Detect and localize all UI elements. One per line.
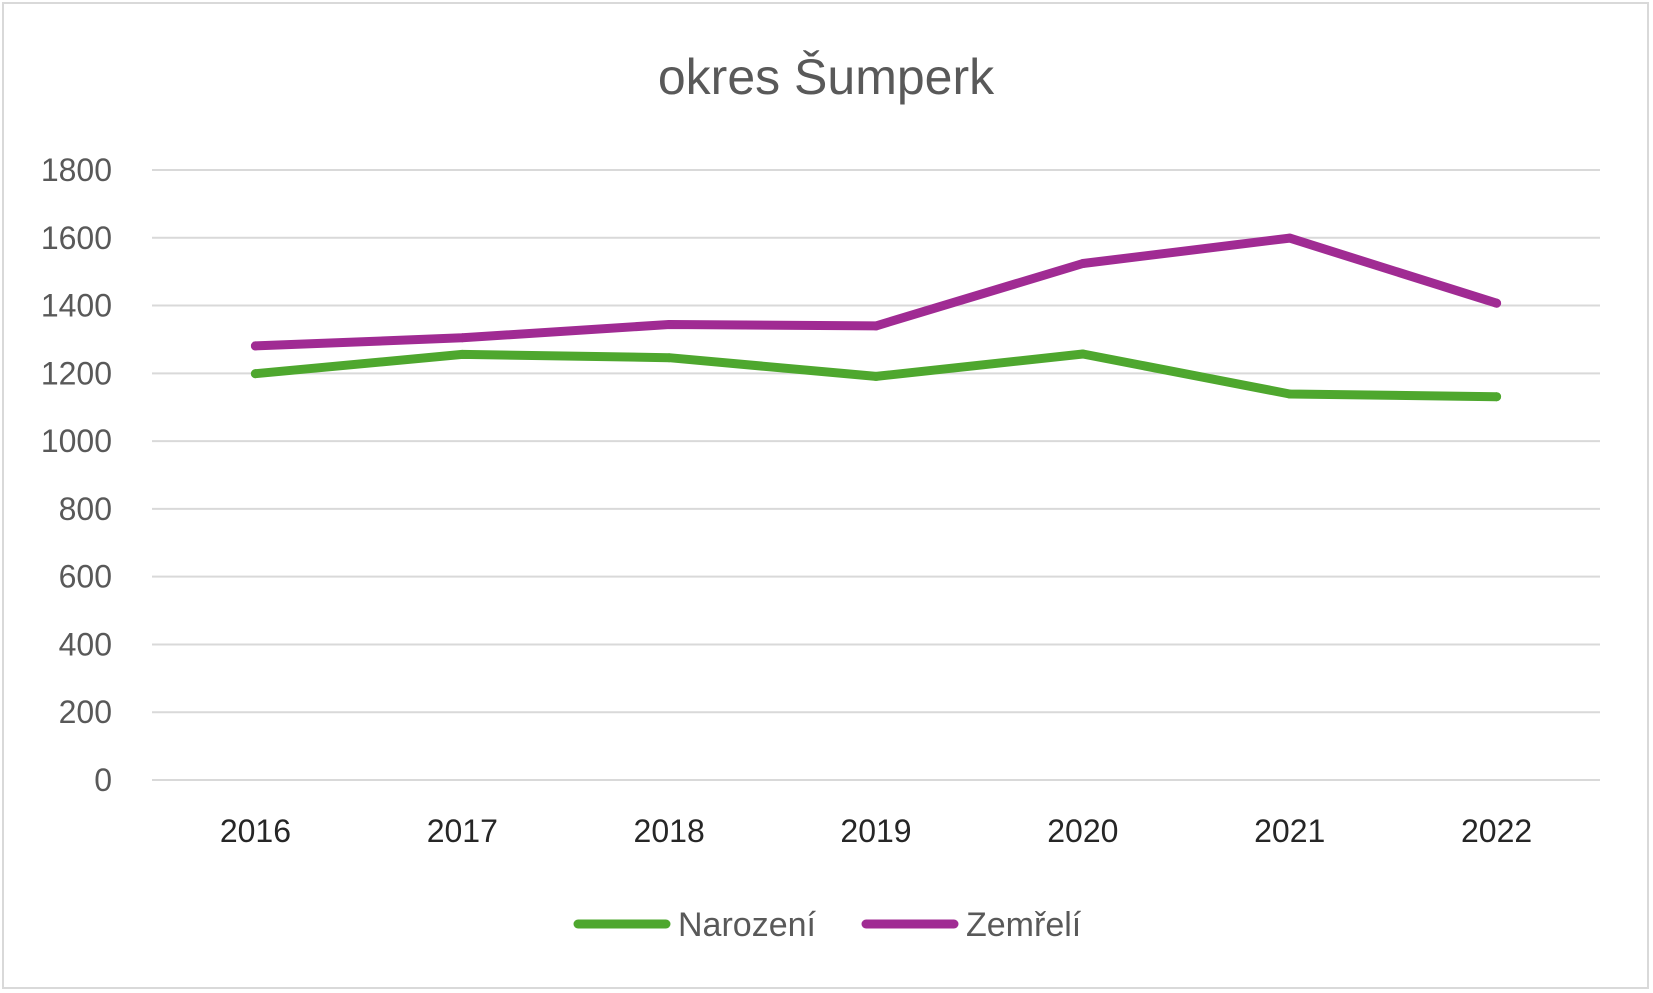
data-point: [1078, 349, 1088, 359]
chart-title: okres Šumperk: [658, 49, 995, 105]
y-tick-label: 800: [59, 491, 112, 527]
data-point: [1285, 233, 1295, 243]
data-point: [1285, 389, 1295, 399]
y-tick-label: 400: [59, 626, 112, 662]
y-axis-ticks: 0 200 400 600 800 1000 1200 1400 1600 1800: [41, 152, 112, 798]
x-tick-label: 2020: [1047, 813, 1118, 849]
x-axis-ticks: 2016 2017 2018 2019 2020 2021 2022: [220, 813, 1532, 849]
x-tick-label: 2018: [634, 813, 705, 849]
y-tick-label: 1400: [41, 288, 112, 324]
x-tick-label: 2016: [220, 813, 291, 849]
data-point: [1492, 392, 1502, 402]
data-point: [457, 349, 467, 359]
gridlines: [152, 169, 1600, 781]
data-point: [871, 321, 881, 331]
series-lines: [250, 233, 1502, 402]
y-tick-label: 200: [59, 694, 112, 730]
y-tick-label: 1600: [41, 220, 112, 256]
legend-label-0: Narození: [678, 906, 817, 944]
x-tick-label: 2019: [840, 813, 911, 849]
x-tick-label: 2022: [1461, 813, 1532, 849]
data-point: [1492, 298, 1502, 308]
y-tick-label: 1200: [41, 355, 112, 391]
y-tick-label: 1000: [41, 423, 112, 459]
data-point: [250, 341, 260, 351]
y-tick-label: 1800: [41, 152, 112, 188]
data-point: [664, 320, 674, 330]
data-point: [664, 353, 674, 363]
data-point: [871, 371, 881, 381]
data-point: [457, 333, 467, 343]
x-tick-label: 2017: [427, 813, 498, 849]
legend-label-1: Zemřelí: [966, 906, 1082, 944]
legend: Narození Zemřelí: [573, 906, 1082, 944]
x-tick-label: 2021: [1254, 813, 1325, 849]
data-point: [250, 369, 260, 379]
y-tick-label: 0: [94, 762, 112, 798]
data-point: [1078, 259, 1088, 269]
y-tick-label: 600: [59, 559, 112, 595]
